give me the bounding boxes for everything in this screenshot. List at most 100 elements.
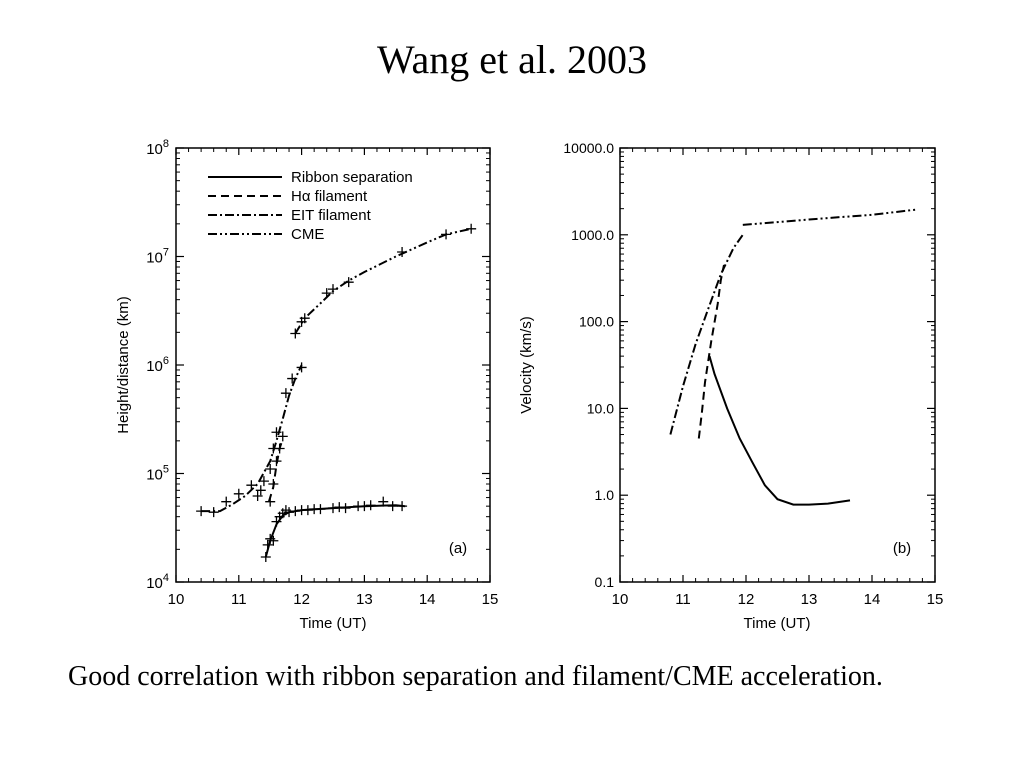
y-tick-label: 1000.0 <box>571 227 614 243</box>
eit-filament-marker <box>246 480 257 491</box>
cme-marker <box>441 229 452 240</box>
panel-b-label: (b) <box>893 540 911 557</box>
eit-filament-marker <box>280 388 291 399</box>
y-tick-label: 1.0 <box>595 487 615 503</box>
ribbon-separation-marker <box>397 501 408 512</box>
y-tick-label: 0.1 <box>595 574 615 590</box>
cme-marker <box>328 284 338 295</box>
ribbon-separation-marker <box>260 551 271 562</box>
cme-marker <box>343 277 354 288</box>
ribbon-separation-marker <box>365 500 376 511</box>
eit-filament-marker <box>268 443 279 454</box>
ribbon-separation-marker <box>378 496 389 507</box>
legend-label: EIT filament <box>291 207 372 224</box>
y-tick-base: 10 <box>146 250 163 267</box>
y-tick-label: 10000.0 <box>563 140 614 156</box>
x-tick-label: 15 <box>482 591 499 608</box>
dashed-line <box>697 264 725 439</box>
cme-marker <box>397 247 408 258</box>
x-tick-label: 12 <box>738 591 755 608</box>
ribbon-separation-marker <box>262 539 273 550</box>
x-tick-label: 15 <box>927 591 944 608</box>
solid-line <box>708 355 851 506</box>
y-tick-label: 106 <box>146 355 169 375</box>
eit-filament-marker <box>196 506 207 517</box>
ribbon-separation-marker <box>334 502 345 513</box>
cme-marker <box>466 223 477 234</box>
y-tick-base: 10 <box>146 141 163 158</box>
y-tick-label: 104 <box>146 572 169 592</box>
eit-filament-marker <box>208 507 219 518</box>
slide-caption: Good correlation with ribbon separation … <box>68 661 883 692</box>
panel-a-label: (a) <box>449 540 467 557</box>
x-tick-label: 13 <box>356 591 373 608</box>
y-tick-label: 100.0 <box>579 314 614 330</box>
dashdotdot-line <box>742 208 917 226</box>
ribbon-separation-marker <box>302 505 313 516</box>
legend-label: Ribbon separation <box>291 169 413 186</box>
x-tick-label: 13 <box>801 591 818 608</box>
x-tick-label: 12 <box>293 591 310 608</box>
panel-b-x-axis-label: Time (UT) <box>744 615 811 632</box>
x-tick-label: 10 <box>168 591 185 608</box>
ribbon-separation-marker <box>328 503 338 514</box>
eit-filament-marker <box>221 496 232 507</box>
eit-filament-marker <box>255 485 266 496</box>
panel-a-x-axis-label: Time (UT) <box>300 615 367 632</box>
h-filament-marker <box>271 456 282 467</box>
panel-a-legend: Ribbon separation Hα filament EIT filament… <box>208 169 413 243</box>
eit-filament-marker <box>265 464 276 475</box>
h-filament-marker <box>265 496 276 507</box>
ribbon-separation-marker <box>359 501 370 512</box>
eit-filament-line <box>201 364 303 513</box>
slide-title: Wang et al. 2003 <box>376 37 648 82</box>
legend-label: CME <box>291 226 324 243</box>
y-tick-base: 10 <box>146 467 163 484</box>
h-filament-marker <box>268 479 279 490</box>
ribbon-separation-marker <box>284 507 295 518</box>
y-tick-label: 108 <box>146 138 169 158</box>
legend-label: Hα filament <box>291 188 368 205</box>
y-tick-exponent: 4 <box>163 572 169 584</box>
ribbon-separation-marker <box>290 506 301 517</box>
panel-b-y-axis-label: Velocity (km/s) <box>518 316 535 414</box>
x-tick-label: 14 <box>419 591 436 608</box>
y-tick-base: 10 <box>146 358 163 375</box>
panel-b-x-ticks: 10 11 12 13 14 15 <box>612 148 944 608</box>
cme-marker <box>299 313 310 324</box>
dashdot-line <box>669 234 744 435</box>
ribbon-separation-marker <box>315 504 326 515</box>
y-tick-label: 107 <box>146 247 169 267</box>
cme-marker <box>321 288 332 299</box>
x-tick-label: 10 <box>612 591 629 608</box>
panel-b-y-ticks: 0.1 1.0 10.0 100.0 1000.0 10000.0 <box>563 140 935 590</box>
eit-filament-marker <box>296 362 307 373</box>
eit-filament-marker <box>287 373 298 384</box>
x-tick-label: 11 <box>231 591 247 608</box>
y-tick-exponent: 8 <box>163 138 169 150</box>
x-tick-label: 11 <box>675 591 691 608</box>
y-tick-exponent: 5 <box>163 464 169 476</box>
y-tick-base: 10 <box>146 575 163 592</box>
y-tick-label: 10.0 <box>587 400 614 416</box>
cme-line <box>294 227 472 335</box>
eit-filament-marker <box>258 476 269 487</box>
panel-a-series <box>196 223 477 562</box>
cme-marker <box>290 328 301 339</box>
ribbon-separation-marker <box>387 501 398 512</box>
h-filament-marker <box>277 431 288 442</box>
panel-b-series <box>669 208 917 506</box>
panel-b-frame <box>619 147 936 583</box>
x-tick-label: 14 <box>864 591 881 608</box>
panel-b: 10 11 12 13 14 15 0.1 1.0 10.0 100.0 1000.0 10000.… <box>518 140 943 632</box>
panel-a-y-axis-label: Height/distance (km) <box>115 296 132 434</box>
y-tick-exponent: 7 <box>163 247 169 259</box>
eit-filament-marker <box>233 488 244 499</box>
eit-filament-marker <box>252 491 263 502</box>
y-tick-exponent: 6 <box>163 355 169 367</box>
ribbon-separation-marker <box>268 535 279 546</box>
y-tick-label: 105 <box>146 464 169 484</box>
